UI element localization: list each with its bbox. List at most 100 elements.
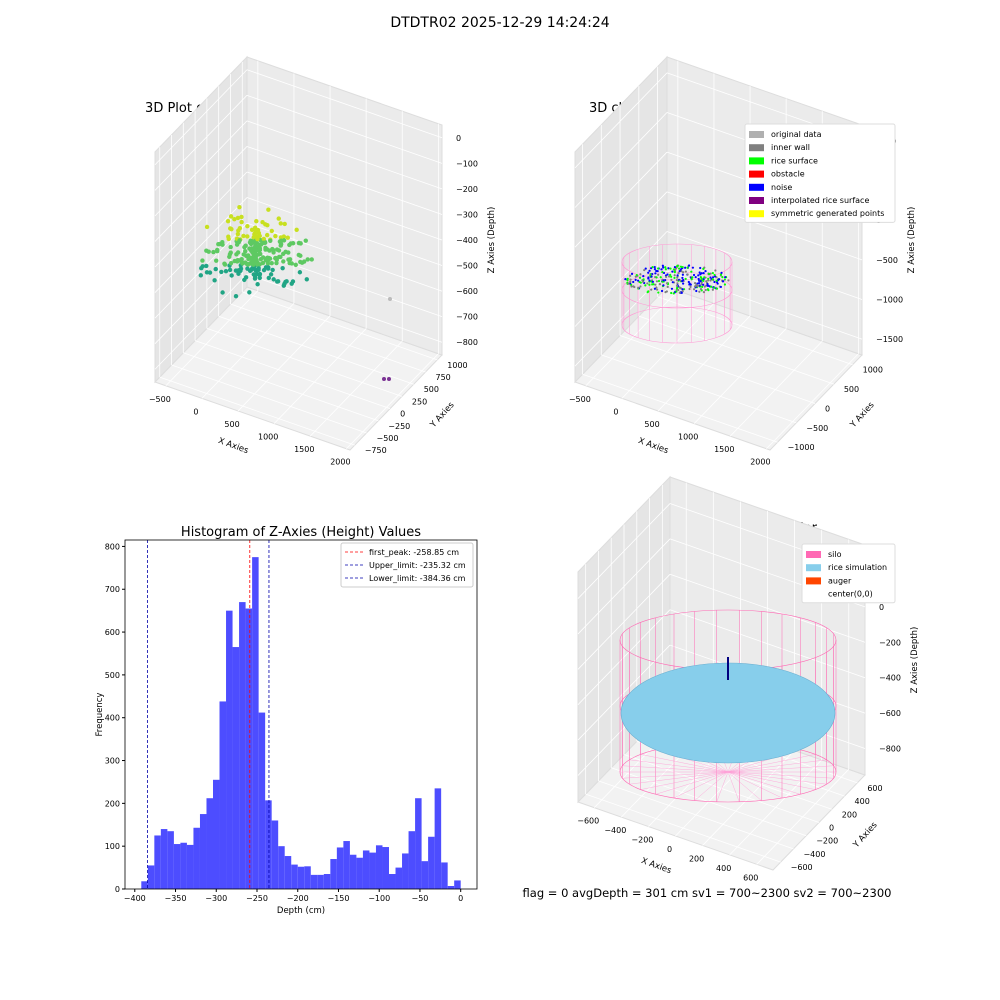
y-tick-label: −500 xyxy=(806,424,828,433)
point-cloud xyxy=(681,288,684,291)
y-tick-label: 200 xyxy=(842,810,857,819)
point-cloud xyxy=(213,266,218,272)
point-cloud xyxy=(309,257,314,262)
grid-line xyxy=(154,171,248,268)
point-cloud xyxy=(235,231,241,237)
wireframe xyxy=(629,771,729,785)
point-cloud xyxy=(284,279,289,284)
bar xyxy=(186,844,194,889)
legend-box xyxy=(801,543,896,604)
point-cloud xyxy=(666,273,669,276)
point-cloud xyxy=(647,271,650,274)
point-cloud xyxy=(684,277,687,280)
bar xyxy=(193,827,200,889)
grid-line xyxy=(666,231,863,300)
point-cloud xyxy=(702,291,706,294)
legend-swatch xyxy=(749,144,764,152)
point-cloud xyxy=(679,265,683,268)
grid-line xyxy=(206,328,403,397)
y-tick-label: −400 xyxy=(803,850,825,859)
z-tick-label: −400 xyxy=(879,674,901,683)
point-cloud xyxy=(699,280,702,283)
point-cloud xyxy=(626,277,629,280)
grid-line xyxy=(183,352,379,422)
point-cloud xyxy=(226,234,231,239)
point-cloud xyxy=(630,272,634,275)
point-cloud xyxy=(658,283,662,286)
side-pane xyxy=(574,55,668,384)
point-cloud xyxy=(624,278,627,281)
point-cloud xyxy=(648,283,651,286)
point-cloud xyxy=(286,250,291,255)
point-cloud xyxy=(662,266,665,269)
point-cloud xyxy=(237,205,242,210)
grid-line xyxy=(242,291,438,361)
point-cloud xyxy=(265,258,271,263)
point-cloud xyxy=(253,243,258,249)
point-cloud xyxy=(711,271,714,275)
point-cloud xyxy=(673,265,677,269)
point-cloud xyxy=(212,278,217,283)
point-cloud xyxy=(252,257,258,262)
point-cloud xyxy=(721,280,725,283)
y-tick-label: 600 xyxy=(105,628,120,637)
grid-line xyxy=(574,151,668,248)
point-cloud xyxy=(232,216,237,222)
point-cloud xyxy=(661,264,664,267)
point-cloud xyxy=(689,285,692,288)
point-cloud xyxy=(682,271,685,274)
grid-line xyxy=(309,340,403,437)
point-cloud xyxy=(243,260,248,265)
point-cloud xyxy=(241,233,246,239)
point-cloud xyxy=(243,248,248,254)
point-cloud xyxy=(655,276,658,279)
point-cloud xyxy=(252,267,258,272)
x-tick-label: −300 xyxy=(205,894,227,903)
point-cloud xyxy=(697,284,700,287)
grid-line xyxy=(582,373,778,443)
z-tick-label: 0 xyxy=(879,603,884,612)
point-cloud xyxy=(260,220,265,225)
x-tick-label: 1000 xyxy=(678,433,698,442)
point-cloud xyxy=(697,281,701,285)
point-cloud xyxy=(288,241,294,246)
bar xyxy=(369,852,376,889)
grid-line xyxy=(246,273,443,343)
point-cloud xyxy=(223,269,229,274)
point-cloud xyxy=(252,230,258,236)
x-tick-label: 600 xyxy=(743,873,758,882)
y-tick-label: 400 xyxy=(855,797,870,806)
point-cloud xyxy=(680,270,683,273)
point-cloud xyxy=(245,223,250,229)
point-cloud xyxy=(692,273,696,277)
grid-line xyxy=(574,72,668,169)
point-cloud xyxy=(698,290,701,293)
point-cloud xyxy=(707,288,710,292)
point-cloud xyxy=(257,246,263,251)
legend-label: first_peak: -258.85 cm xyxy=(369,548,459,557)
point-cloud xyxy=(298,241,303,246)
y-tick-label: 400 xyxy=(105,714,120,723)
point-cloud xyxy=(220,239,225,245)
grid-line xyxy=(577,644,671,741)
point-cloud xyxy=(632,280,635,284)
point-cloud xyxy=(646,282,649,285)
z-tick-label: −500 xyxy=(456,262,478,271)
grid-line xyxy=(237,315,331,412)
point-cloud xyxy=(692,288,696,291)
point-cloud xyxy=(682,282,685,285)
point-cloud xyxy=(700,272,703,275)
point-cloud xyxy=(204,224,210,230)
point-cloud xyxy=(639,285,642,288)
point-cloud xyxy=(714,269,717,272)
point-cloud xyxy=(280,265,285,271)
y-tick-label: 250 xyxy=(412,397,427,406)
point-cloud xyxy=(724,276,727,279)
x-tick-label: −400 xyxy=(604,826,626,835)
point-cloud xyxy=(676,264,679,267)
bar xyxy=(447,886,455,889)
y-tick-label: 0 xyxy=(115,885,120,894)
point-cloud xyxy=(707,277,710,280)
grid-line xyxy=(201,303,295,399)
wireframe xyxy=(727,754,816,773)
